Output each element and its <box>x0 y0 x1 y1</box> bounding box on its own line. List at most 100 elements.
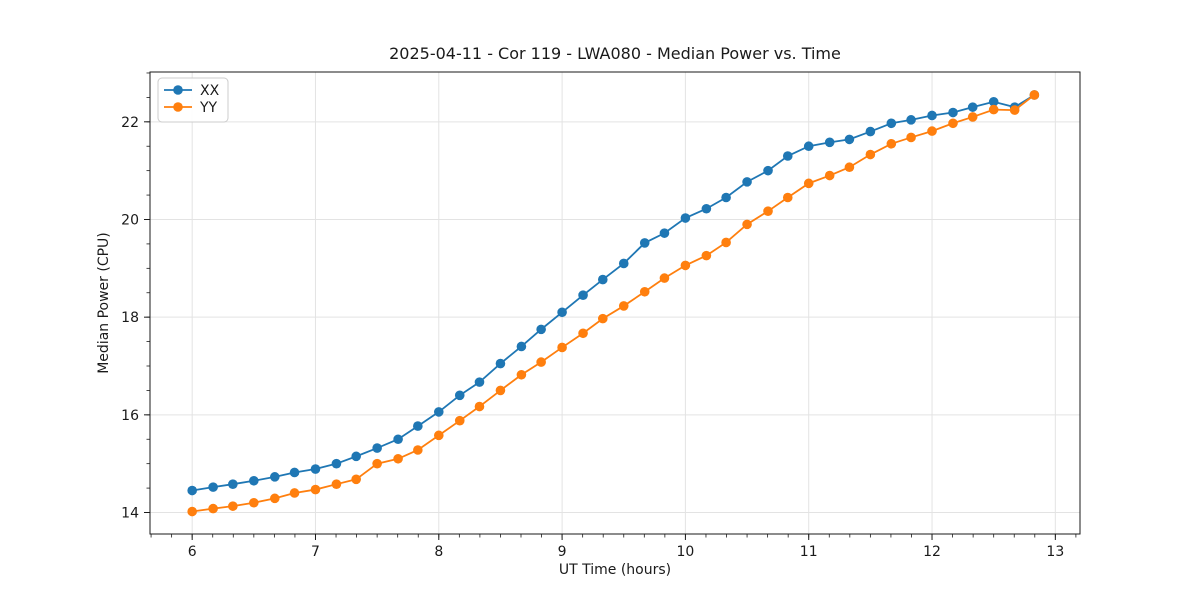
data-point-XX <box>351 451 361 462</box>
data-point-YY <box>927 126 937 136</box>
data-point-YY <box>474 401 485 412</box>
data-point-YY <box>618 301 629 311</box>
data-point-XX <box>249 475 259 486</box>
x-tick-label: 7 <box>311 544 320 560</box>
data-point-XX <box>454 390 465 401</box>
data-point-YY <box>310 484 321 495</box>
x-tick-label: 11 <box>800 544 818 560</box>
data-point-YY <box>824 170 835 181</box>
data-point-XX <box>618 258 629 269</box>
data-point-YY <box>269 493 280 504</box>
data-point-XX <box>639 238 650 248</box>
data-point-YY <box>886 138 897 149</box>
data-point-YY <box>187 506 197 517</box>
data-point-XX <box>433 407 444 417</box>
y-axis-label: Median Power (CPU) <box>96 232 112 374</box>
plot-border <box>149 71 1081 535</box>
data-point-XX <box>659 228 670 238</box>
data-point-XX <box>988 96 999 107</box>
data-point-YY <box>331 479 342 489</box>
data-point-XX <box>782 151 793 161</box>
data-point-YY <box>578 328 588 339</box>
x-tick-label: 13 <box>1046 544 1064 560</box>
data-point-XX <box>208 482 218 492</box>
major-ticks <box>144 121 1056 540</box>
data-point-YY <box>372 458 382 469</box>
data-point-YY <box>988 104 999 115</box>
data-point-XX <box>701 203 712 214</box>
data-point-XX <box>948 107 958 118</box>
data-point-YY <box>228 501 238 511</box>
legend-marker-YY <box>173 102 183 112</box>
data-point-YY <box>659 273 670 283</box>
data-point-XX <box>967 102 978 112</box>
data-point-XX <box>187 485 197 496</box>
data-point-YY <box>557 342 567 353</box>
data-point-YY <box>536 357 546 367</box>
data-point-YY <box>803 178 814 189</box>
series-XX <box>187 90 1040 496</box>
data-point-YY <box>742 219 752 230</box>
data-point-YY <box>1029 90 1040 100</box>
data-point-YY <box>454 415 465 426</box>
data-point-XX <box>310 464 321 474</box>
data-point-XX <box>906 115 916 125</box>
y-tick-label: 14 <box>121 506 139 522</box>
x-tick-label: 8 <box>434 544 443 560</box>
data-point-YY <box>906 132 916 143</box>
data-point-XX <box>803 141 814 152</box>
data-point-YY <box>433 430 444 441</box>
x-tick-label: 9 <box>558 544 567 560</box>
data-point-XX <box>474 377 485 387</box>
chart-title: 2025-04-11 - Cor 119 - LWA080 - Median P… <box>389 44 841 63</box>
data-point-YY <box>249 497 259 508</box>
data-point-XX <box>927 110 937 121</box>
data-point-YY <box>639 286 650 297</box>
data-point-XX <box>578 290 588 300</box>
data-point-XX <box>269 472 280 482</box>
data-point-YY <box>701 250 712 261</box>
y-tick-label: 16 <box>121 408 139 424</box>
data-point-YY <box>351 474 361 485</box>
data-point-YY <box>844 162 855 173</box>
data-point-XX <box>413 421 423 431</box>
data-point-XX <box>742 177 752 187</box>
data-point-YY <box>208 503 218 514</box>
plot-area <box>150 72 1080 534</box>
data-point-XX <box>886 118 897 129</box>
data-point-XX <box>516 341 527 352</box>
data-point-XX <box>289 467 300 478</box>
data-point-YY <box>782 192 793 203</box>
data-point-YY <box>1009 105 1020 115</box>
gridlines <box>150 72 1080 534</box>
data-point-XX <box>557 307 567 318</box>
data-point-YY <box>495 385 506 396</box>
legend-label-YY: YY <box>199 100 218 116</box>
data-point-YY <box>680 260 691 271</box>
data-point-XX <box>331 458 342 469</box>
data-point-YY <box>516 369 527 380</box>
data-point-XX <box>824 137 835 148</box>
legend-label-XX: XX <box>200 83 220 99</box>
data-point-YY <box>763 206 773 216</box>
y-tick-label: 18 <box>121 310 139 326</box>
data-point-YY <box>865 149 876 160</box>
series-YY <box>187 90 1040 517</box>
y-tick-label: 20 <box>121 212 139 228</box>
data-point-XX <box>536 324 546 335</box>
x-tick-label: 10 <box>676 544 694 560</box>
x-tick-label: 6 <box>188 544 197 560</box>
data-point-YY <box>967 112 978 122</box>
data-point-XX <box>393 434 403 445</box>
data-point-YY <box>289 488 300 498</box>
data-point-XX <box>844 134 855 145</box>
data-point-YY <box>393 453 403 464</box>
data-point-YY <box>597 313 608 324</box>
data-point-XX <box>372 443 382 453</box>
y-tick-label: 22 <box>121 115 139 131</box>
data-point-YY <box>948 118 958 129</box>
data-point-XX <box>495 358 506 369</box>
